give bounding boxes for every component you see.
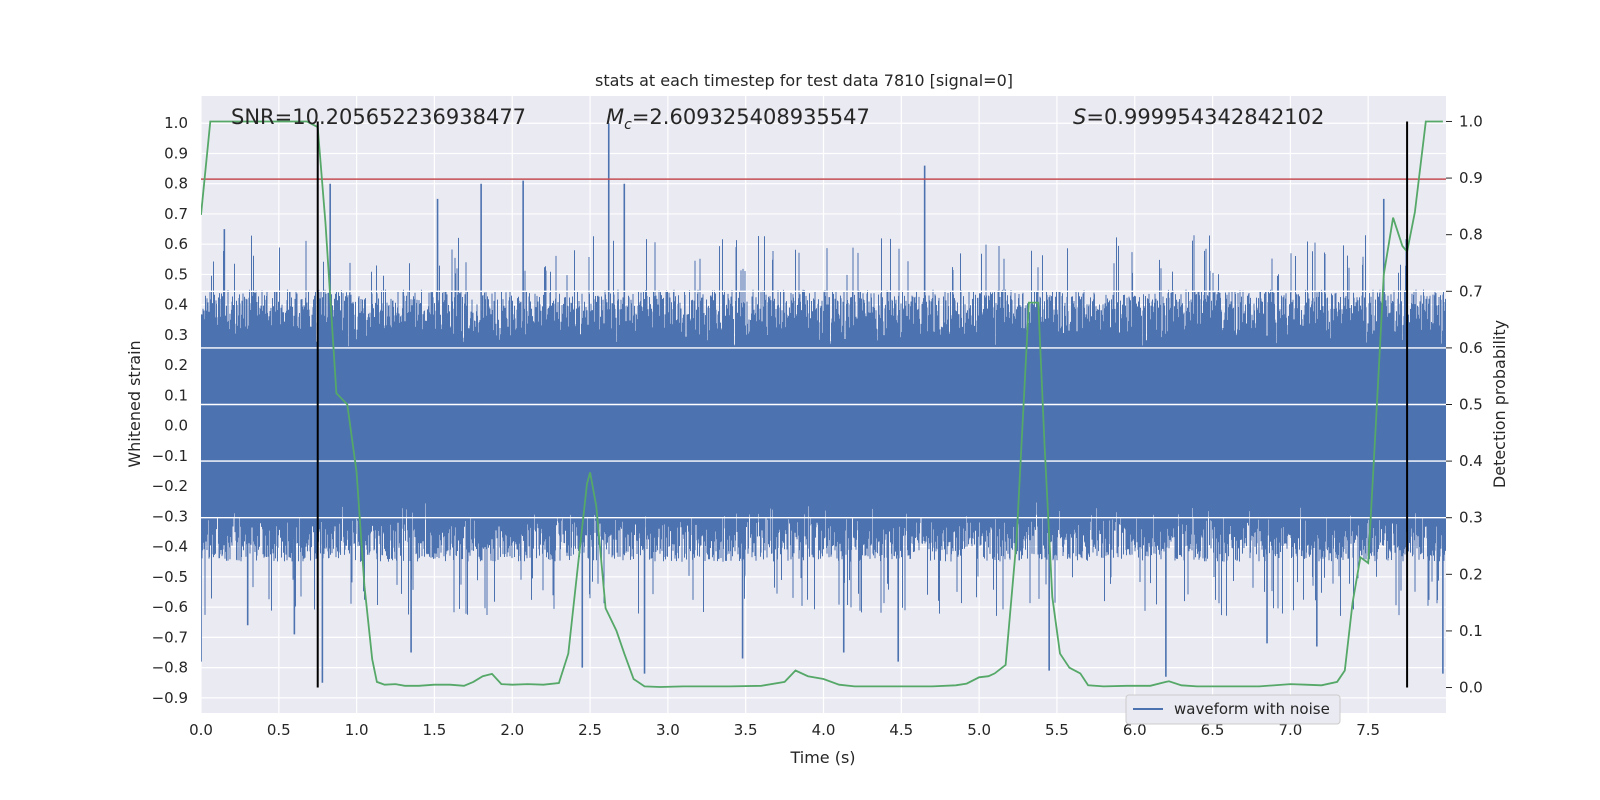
y-tick-label: −0.4 [152,538,188,556]
right-y-axis-label: Detection probability [1490,320,1509,488]
y-tick-label: 0.8 [164,175,188,193]
y2-tick-label: 0.3 [1459,509,1483,527]
x-tick-label: 2.0 [500,721,524,739]
x-tick-label: 4.5 [889,721,913,739]
legend: waveform with noise [1125,694,1341,725]
y-tick-label: 0.0 [164,417,188,435]
y-tick-label: −0.7 [152,628,188,646]
chirp-mass-value: =2.609325408935547 [632,105,870,129]
y-tick-label: −0.1 [152,447,188,465]
x-axis-label: Time (s) [789,748,855,767]
left-y-axis-ticks: 1.0 0.9 0.8 0.7 0.6 0.5 0.4 0.3 0.2 0.1 0.0 −0.1 −0.… [152,114,188,707]
chirp-mass-symbol: M [606,105,624,129]
x-tick-label: 1.5 [423,721,447,739]
chirp-mass-subscript: c [624,117,632,133]
legend-box [1125,694,1341,725]
y2-tick-label: 0.0 [1459,679,1483,697]
x-axis-ticks: 0.0 0.5 1.0 1.5 2.0 2.5 3.0 3.5 4.0 4.5 5.0 5.5 6.0 6… [189,721,1380,739]
y2-tick-label: 0.1 [1459,622,1483,640]
y-tick-label: −0.9 [152,689,188,707]
chirp-mass-annotation: Mc=2.609325408935547 [606,105,870,133]
chart-title: stats at each timestep for test data 781… [595,71,1013,90]
y2-tick-label: 0.7 [1459,282,1483,300]
y-tick-label: 0.3 [164,326,188,344]
y-tick-label: −0.2 [152,477,188,495]
x-tick-label: 4.0 [812,721,836,739]
x-tick-label: 0.0 [189,721,213,739]
y-tick-label: −0.3 [152,507,188,525]
y-tick-label: −0.6 [152,598,188,616]
x-tick-label: 3.5 [734,721,758,739]
y2-tick-label: 1.0 [1459,112,1483,130]
y2-tick-label: 0.8 [1459,226,1483,244]
y-tick-label: 0.9 [164,144,188,162]
y-tick-label: 0.7 [164,205,188,223]
x-tick-label: 3.0 [656,721,680,739]
y-tick-label: −0.8 [152,659,188,677]
x-tick-label: 7.0 [1278,721,1302,739]
waveform-with-noise-series [201,123,1446,683]
y-tick-label: 0.6 [164,235,188,253]
y2-tick-label: 0.2 [1459,565,1483,583]
y-tick-label: 0.1 [164,386,188,404]
s-value: =0.999954342842102 [1086,105,1324,129]
detection-probability-line [201,120,1443,688]
x-tick-label: 6.0 [1123,721,1147,739]
snr-annotation: SNR=10.205652236938477 [231,105,526,129]
y-axis-label: Whitened strain [125,340,144,467]
x-tick-label: 7.5 [1356,721,1380,739]
legend-label-waveform: waveform with noise [1174,700,1330,718]
y-tick-label: 1.0 [164,114,188,132]
waveform-noise-body [201,235,1446,616]
s-annotation: S=0.999954342842102 [1073,105,1324,129]
x-tick-label: 5.0 [967,721,991,739]
vertical-marker-lines [316,121,1409,688]
x-tick-label: 0.5 [267,721,291,739]
y-tick-label: 0.2 [164,356,188,374]
y-tick-label: −0.5 [152,568,188,586]
y2-tick-label: 0.4 [1459,452,1483,470]
x-tick-label: 6.5 [1201,721,1225,739]
y2-tick-label: 0.5 [1459,396,1483,414]
x-tick-label: 2.5 [578,721,602,739]
right-y-axis-ticks: 1.0 0.9 0.8 0.7 0.6 0.5 0.4 0.3 0.2 0.1 0.0 [1446,112,1483,697]
detection-probability-series [201,120,1443,688]
y-tick-label: 0.4 [164,296,188,314]
y2-tick-label: 0.6 [1459,339,1483,357]
x-tick-label: 5.5 [1045,721,1069,739]
y-tick-label: 0.5 [164,265,188,283]
x-tick-label: 1.0 [345,721,369,739]
s-symbol: S [1073,105,1086,129]
y2-tick-label: 0.9 [1459,169,1483,187]
